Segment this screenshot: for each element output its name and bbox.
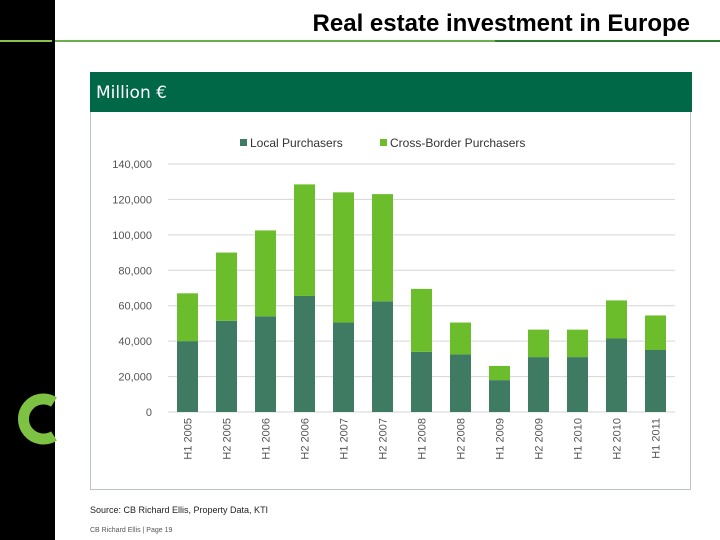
x-tick-label: H1 2010 — [573, 418, 585, 460]
bar-local-10 — [567, 357, 588, 412]
bar-local-6 — [411, 351, 432, 412]
bar-cross-border-12 — [645, 315, 666, 350]
bar-local-9 — [528, 357, 549, 412]
page-footer: CB Richard Ellis | Page 19 — [90, 527, 173, 534]
x-tick-label: H1 2008 — [417, 418, 429, 460]
bar-local-12 — [645, 350, 666, 412]
y-tick-label: 20,000 — [118, 372, 152, 384]
bar-local-5 — [372, 301, 393, 412]
title-rule-left — [0, 40, 52, 42]
y-tick-label: 0 — [146, 407, 152, 419]
bar-cross-border-2 — [255, 230, 276, 317]
bar-cross-border-8 — [489, 365, 510, 381]
y-tick-label: 60,000 — [118, 301, 152, 313]
legend-label: Local Purchasers — [250, 136, 343, 150]
bar-cross-border-5 — [372, 194, 393, 302]
y-tick-label: 40,000 — [118, 336, 152, 348]
title-rule — [55, 40, 720, 42]
legend-swatch — [380, 139, 387, 146]
bar-local-3 — [294, 295, 315, 412]
source-note: Source: CB Richard Ellis, Property Data,… — [90, 505, 269, 515]
y-tick-label: 80,000 — [118, 265, 152, 277]
x-tick-label: H2 2005 — [222, 418, 234, 460]
bar-cross-border-0 — [177, 293, 198, 342]
bar-cross-border-3 — [294, 184, 315, 296]
x-tick-label: H1 2009 — [495, 418, 507, 460]
x-tick-label: H1 2007 — [339, 418, 351, 460]
y-axis-ticks: 0 20,000 40,000 60,000 80,000 100,000 120,000 1… — [112, 159, 152, 419]
y-tick-label: 120,000 — [112, 194, 152, 206]
bar-local-0 — [177, 341, 198, 412]
legend: Local Purchasers Cross-Border Purchasers — [240, 136, 525, 150]
x-tick-label: H2 2010 — [612, 418, 624, 460]
bar-cross-border-7 — [450, 322, 471, 355]
x-tick-label: H1 2005 — [183, 418, 195, 460]
x-tick-label: H2 2009 — [534, 418, 546, 460]
title-rule-accent — [495, 40, 720, 42]
bar-cross-border-9 — [528, 329, 549, 358]
bar-cross-border-11 — [606, 300, 627, 339]
y-tick-label: 100,000 — [112, 230, 152, 242]
bar-local-1 — [216, 320, 237, 412]
bar-local-11 — [606, 338, 627, 412]
x-axis-labels: H1 2005 H2 2005 H1 2006 H2 2006 H1 2007 H2 20… — [183, 418, 663, 460]
bar-local-7 — [450, 354, 471, 412]
x-tick-label: H1 2006 — [261, 418, 273, 460]
unit-header: Million € — [96, 83, 167, 103]
x-tick-label: H1 2011 — [651, 418, 663, 459]
x-tick-label: H2 2006 — [300, 418, 312, 460]
unit-header-band — [90, 72, 692, 112]
bars — [177, 184, 666, 412]
left-sidebar-band — [0, 0, 55, 540]
x-tick-label: H2 2007 — [378, 418, 390, 460]
brand-ring-logo — [18, 393, 57, 445]
bar-local-4 — [333, 322, 354, 412]
legend-label: Cross-Border Purchasers — [390, 136, 525, 150]
legend-swatch — [240, 139, 247, 146]
y-tick-label: 140,000 — [112, 159, 152, 171]
bar-cross-border-1 — [216, 252, 237, 321]
bar-cross-border-4 — [333, 192, 354, 323]
bar-local-2 — [255, 316, 276, 412]
x-tick-label: H2 2008 — [456, 418, 468, 460]
stacked-bar-chart: 0 20,000 40,000 60,000 80,000 100,000 120,000 1… — [112, 136, 675, 460]
bar-cross-border-10 — [567, 329, 588, 358]
page-title: Real estate investment in Europe — [312, 10, 690, 37]
bar-local-8 — [489, 380, 510, 412]
bar-cross-border-6 — [411, 288, 432, 352]
